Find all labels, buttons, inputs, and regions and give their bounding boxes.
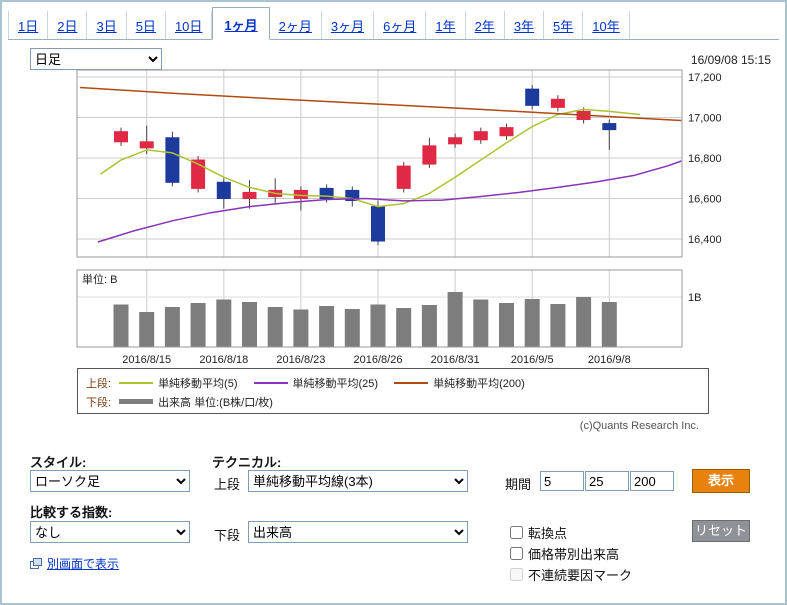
svg-text:16,400: 16,400 <box>688 234 722 246</box>
tab-3ヶ月[interactable]: 3ヶ月 <box>322 11 375 39</box>
legend-item-ma25: 単純移動平均(25) <box>253 375 379 391</box>
timestamp: 16/09/08 15:15 <box>690 53 771 67</box>
lower-row-label: 下段 <box>214 528 241 543</box>
svg-text:2016/8/26: 2016/8/26 <box>354 354 403 366</box>
technical-label: テクニカル: <box>212 455 282 470</box>
style-select[interactable]: ローソク足 <box>30 470 190 492</box>
tab-label: 5日 <box>135 19 156 34</box>
tab-5年[interactable]: 5年 <box>544 11 584 39</box>
tab-label: 3年 <box>513 19 535 34</box>
ma5-label: 単純移動平均(5) <box>158 377 238 390</box>
discontinuity-mark-checkbox <box>510 568 523 581</box>
upper-row-label: 上段 <box>214 477 241 492</box>
discontinuity-mark-label: 不連続要因マーク <box>528 568 633 583</box>
svg-text:2016/8/23: 2016/8/23 <box>276 354 325 366</box>
tab-label: 1ヶ月 <box>224 18 258 33</box>
volume-swatch <box>119 399 154 404</box>
tab-label: 2日 <box>57 19 78 34</box>
tab-1ヶ月[interactable]: 1ヶ月 <box>212 7 270 40</box>
legend-lower-label: 下段: <box>86 396 112 409</box>
chart-legend: 上段: 単純移動平均(5) 単純移動平均(25) 単純移動平均(200) 下段:… <box>77 368 709 414</box>
tab-1日[interactable]: 1日 <box>8 11 49 39</box>
svg-text:2016/8/15: 2016/8/15 <box>122 354 171 366</box>
legend-upper-row: 上段: 単純移動平均(5) 単純移動平均(25) 単純移動平均(200) <box>86 373 700 392</box>
price-volume-chart: 17,200 17,000 16,800 16,600 16,400 2016/8/15 2… <box>76 69 722 366</box>
svg-text:16,800: 16,800 <box>688 153 722 165</box>
legend-item-volume: 出来高 単位:(B株/口/枚) <box>119 394 273 410</box>
upper-indicator-select[interactable]: 単純移動平均線(3本) <box>248 470 468 492</box>
show-button[interactable]: 表示 <box>692 469 750 493</box>
legend-upper-label: 上段: <box>86 377 112 390</box>
compare-select[interactable]: なし <box>30 521 190 543</box>
tab-3日[interactable]: 3日 <box>87 11 127 39</box>
svg-text:1B: 1B <box>688 292 701 304</box>
tab-label: 1日 <box>18 19 39 34</box>
copyright: (c)Quants Research Inc. <box>579 420 699 432</box>
ma200-line-swatch <box>394 381 429 384</box>
tenkanten-row: 転換点 <box>510 523 567 542</box>
svg-text:16,600: 16,600 <box>688 194 722 206</box>
open-separate-window-link[interactable]: 別画面で表示 <box>30 555 119 572</box>
tab-10日[interactable]: 10日 <box>166 11 213 39</box>
open-link-text: 別画面で表示 <box>47 557 120 571</box>
period-label: 期間 <box>505 477 532 492</box>
svg-text:17,200: 17,200 <box>688 72 722 84</box>
period-input-3[interactable] <box>630 471 674 491</box>
price-band-volume-label: 価格帯別出来高 <box>528 547 620 562</box>
ma200-label: 単純移動平均(200) <box>433 377 525 390</box>
tab-3年[interactable]: 3年 <box>505 11 545 39</box>
tab-label: 2年 <box>474 19 495 34</box>
tab-label: 6ヶ月 <box>383 19 417 34</box>
tab-6ヶ月[interactable]: 6ヶ月 <box>374 11 427 39</box>
tab-label: 5年 <box>553 19 574 34</box>
tab-label: 3日 <box>96 19 117 34</box>
tab-2ヶ月[interactable]: 2ヶ月 <box>270 11 322 39</box>
tab-label: 10年 <box>592 19 620 34</box>
tab-label: 1年 <box>435 19 456 34</box>
svg-text:2016/8/18: 2016/8/18 <box>199 354 248 366</box>
svg-text:2016/9/8: 2016/9/8 <box>588 354 631 366</box>
tab-label: 2ヶ月 <box>278 19 312 34</box>
ma25-label: 単純移動平均(25) <box>292 377 379 390</box>
tab-1年[interactable]: 1年 <box>426 11 466 39</box>
price-band-volume-row: 価格帯別出来高 <box>510 544 619 563</box>
compare-label: 比較する指数: <box>30 505 113 520</box>
style-label: スタイル: <box>30 455 87 470</box>
legend-item-ma5: 単純移動平均(5) <box>119 375 238 391</box>
ma25-line-swatch <box>253 381 288 384</box>
period-tabbar: 1日 2日 3日 5日 10日 1ヶ月 2ヶ月 3ヶ月 6ヶ月 1年 2年 3年 5年 10年 <box>8 7 779 40</box>
window-icon <box>30 558 42 569</box>
discontinuity-mark-row: 不連続要因マーク <box>510 565 632 584</box>
ma5-line-swatch <box>119 381 154 384</box>
tab-10年[interactable]: 10年 <box>583 11 630 39</box>
svg-text:単位: B: 単位: B <box>82 272 117 286</box>
tab-label: 3ヶ月 <box>330 19 365 34</box>
period-input-2[interactable] <box>585 471 629 491</box>
legend-lower-row: 下段: 出来高 単位:(B株/口/枚) <box>86 392 700 411</box>
tab-2年[interactable]: 2年 <box>466 11 505 39</box>
volume-legend-label: 出来高 単位:(B株/口/枚) <box>158 396 273 409</box>
period-input-1[interactable] <box>540 471 584 491</box>
legend-item-ma200: 単純移動平均(200) <box>394 375 525 391</box>
tenkanten-checkbox[interactable] <box>510 526 523 539</box>
tenkanten-label: 転換点 <box>528 526 568 541</box>
svg-text:17,000: 17,000 <box>688 113 722 125</box>
tab-5日[interactable]: 5日 <box>127 11 166 39</box>
reset-button[interactable]: リセット <box>692 520 750 542</box>
svg-text:2016/9/5: 2016/9/5 <box>511 354 554 366</box>
price-band-volume-checkbox[interactable] <box>510 547 523 560</box>
lower-indicator-select[interactable]: 出来高 <box>248 521 468 543</box>
tab-label: 10日 <box>174 19 203 34</box>
svg-text:2016/8/31: 2016/8/31 <box>431 354 480 366</box>
tab-2日[interactable]: 2日 <box>48 11 88 39</box>
